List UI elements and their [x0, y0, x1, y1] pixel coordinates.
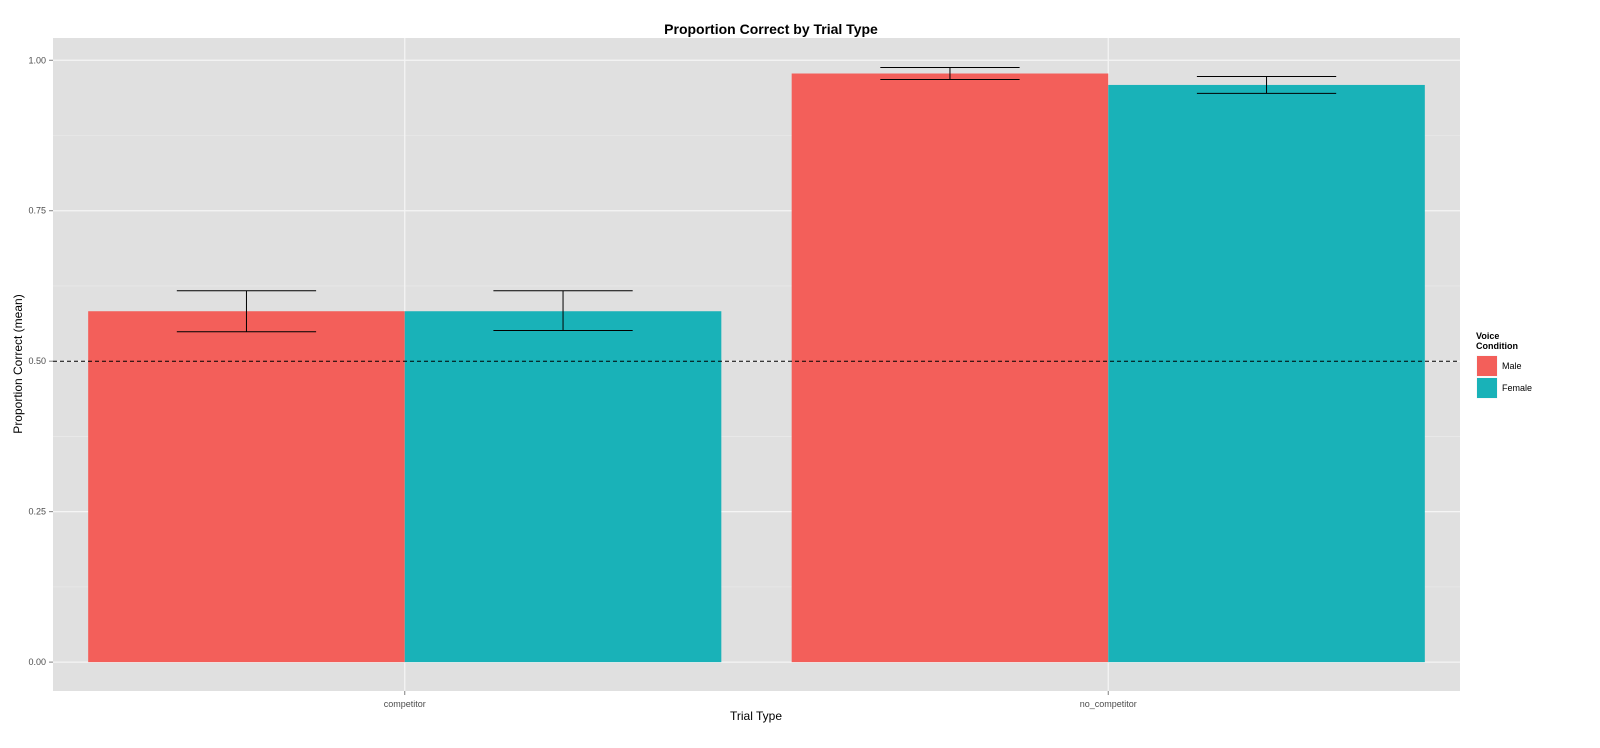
legend: Voice Condition Male Female: [1475, 331, 1532, 400]
legend-title-line2: Condition: [1476, 341, 1518, 351]
y-tick-label: 0.00: [28, 657, 46, 667]
legend-title-line1: Voice: [1476, 331, 1499, 341]
legend-swatch-male: [1477, 356, 1497, 376]
bar-female-no_competitor: [1108, 84, 1425, 663]
x-tick-label: competitor: [384, 699, 426, 709]
legend-swatch-female: [1477, 378, 1497, 398]
y-tick-label: 0.75: [28, 206, 46, 216]
y-tick-label: 1.00: [28, 55, 46, 65]
chart-title: Proportion Correct by Trial Type: [664, 21, 878, 37]
y-tick-label: 0.50: [28, 356, 46, 366]
legend-label-male: Male: [1502, 361, 1522, 371]
error-bars: [176, 66, 1337, 333]
y-axis-title: Proportion Correct (mean): [11, 294, 25, 433]
y-axis: 0.00 0.25 0.50 0.75 1.00: [28, 55, 53, 667]
bars: [88, 73, 1425, 663]
bar-female-competitor: [404, 311, 722, 663]
x-axis-title: Trial Type: [730, 709, 782, 723]
x-axis: competitor no_competitor: [384, 691, 1137, 709]
legend-label-female: Female: [1502, 383, 1532, 393]
x-tick-label: no_competitor: [1080, 699, 1137, 709]
y-tick-label: 0.25: [28, 507, 46, 517]
bar-male-competitor: [88, 311, 405, 663]
bar-male-no_competitor: [791, 73, 1109, 663]
